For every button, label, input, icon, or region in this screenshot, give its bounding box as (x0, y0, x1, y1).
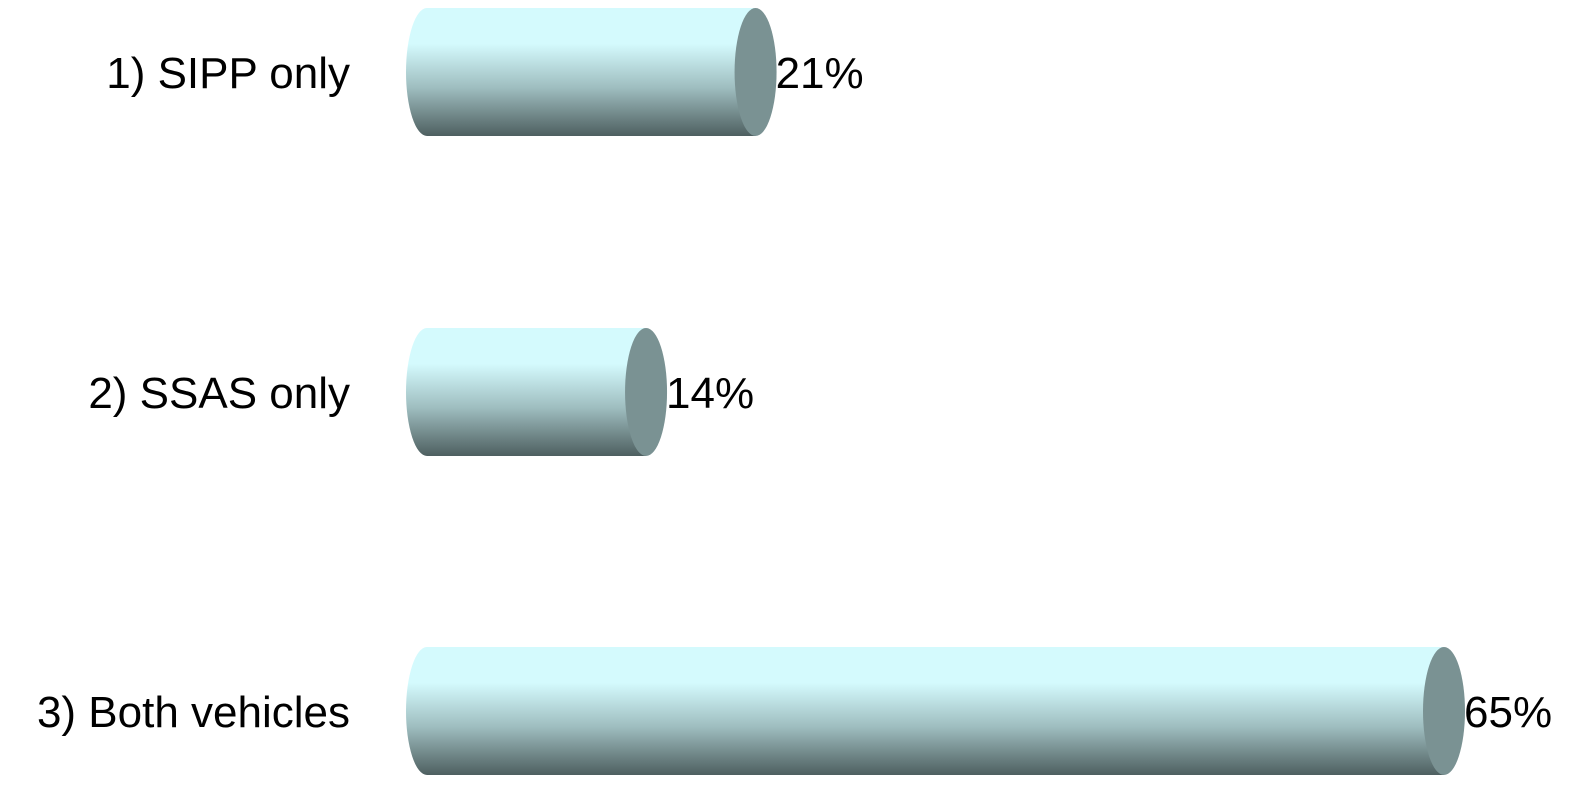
value-label-1: 21% (776, 49, 864, 98)
category-label-3: 3) Both vehicles (37, 688, 350, 737)
bar-end-cap-1 (734, 8, 777, 136)
bar-end-cap-3 (1423, 647, 1465, 775)
bar-body-2 (406, 328, 647, 456)
bar-body-3 (406, 647, 1444, 775)
bar-end-cap-2 (625, 328, 668, 456)
labels-group: 1) SIPP only 21% 2) SSAS only 14% 3) Both ve… (37, 49, 1552, 737)
bars-group (406, 8, 1465, 775)
value-label-2: 14% (666, 369, 754, 418)
bar-body-1 (406, 8, 756, 136)
bar-1 (406, 8, 777, 136)
value-label-3: 65% (1464, 688, 1552, 737)
category-label-1: 1) SIPP only (106, 49, 350, 98)
bar-3 (406, 647, 1465, 775)
category-label-2: 2) SSAS only (88, 369, 350, 418)
bar-2 (406, 328, 668, 456)
